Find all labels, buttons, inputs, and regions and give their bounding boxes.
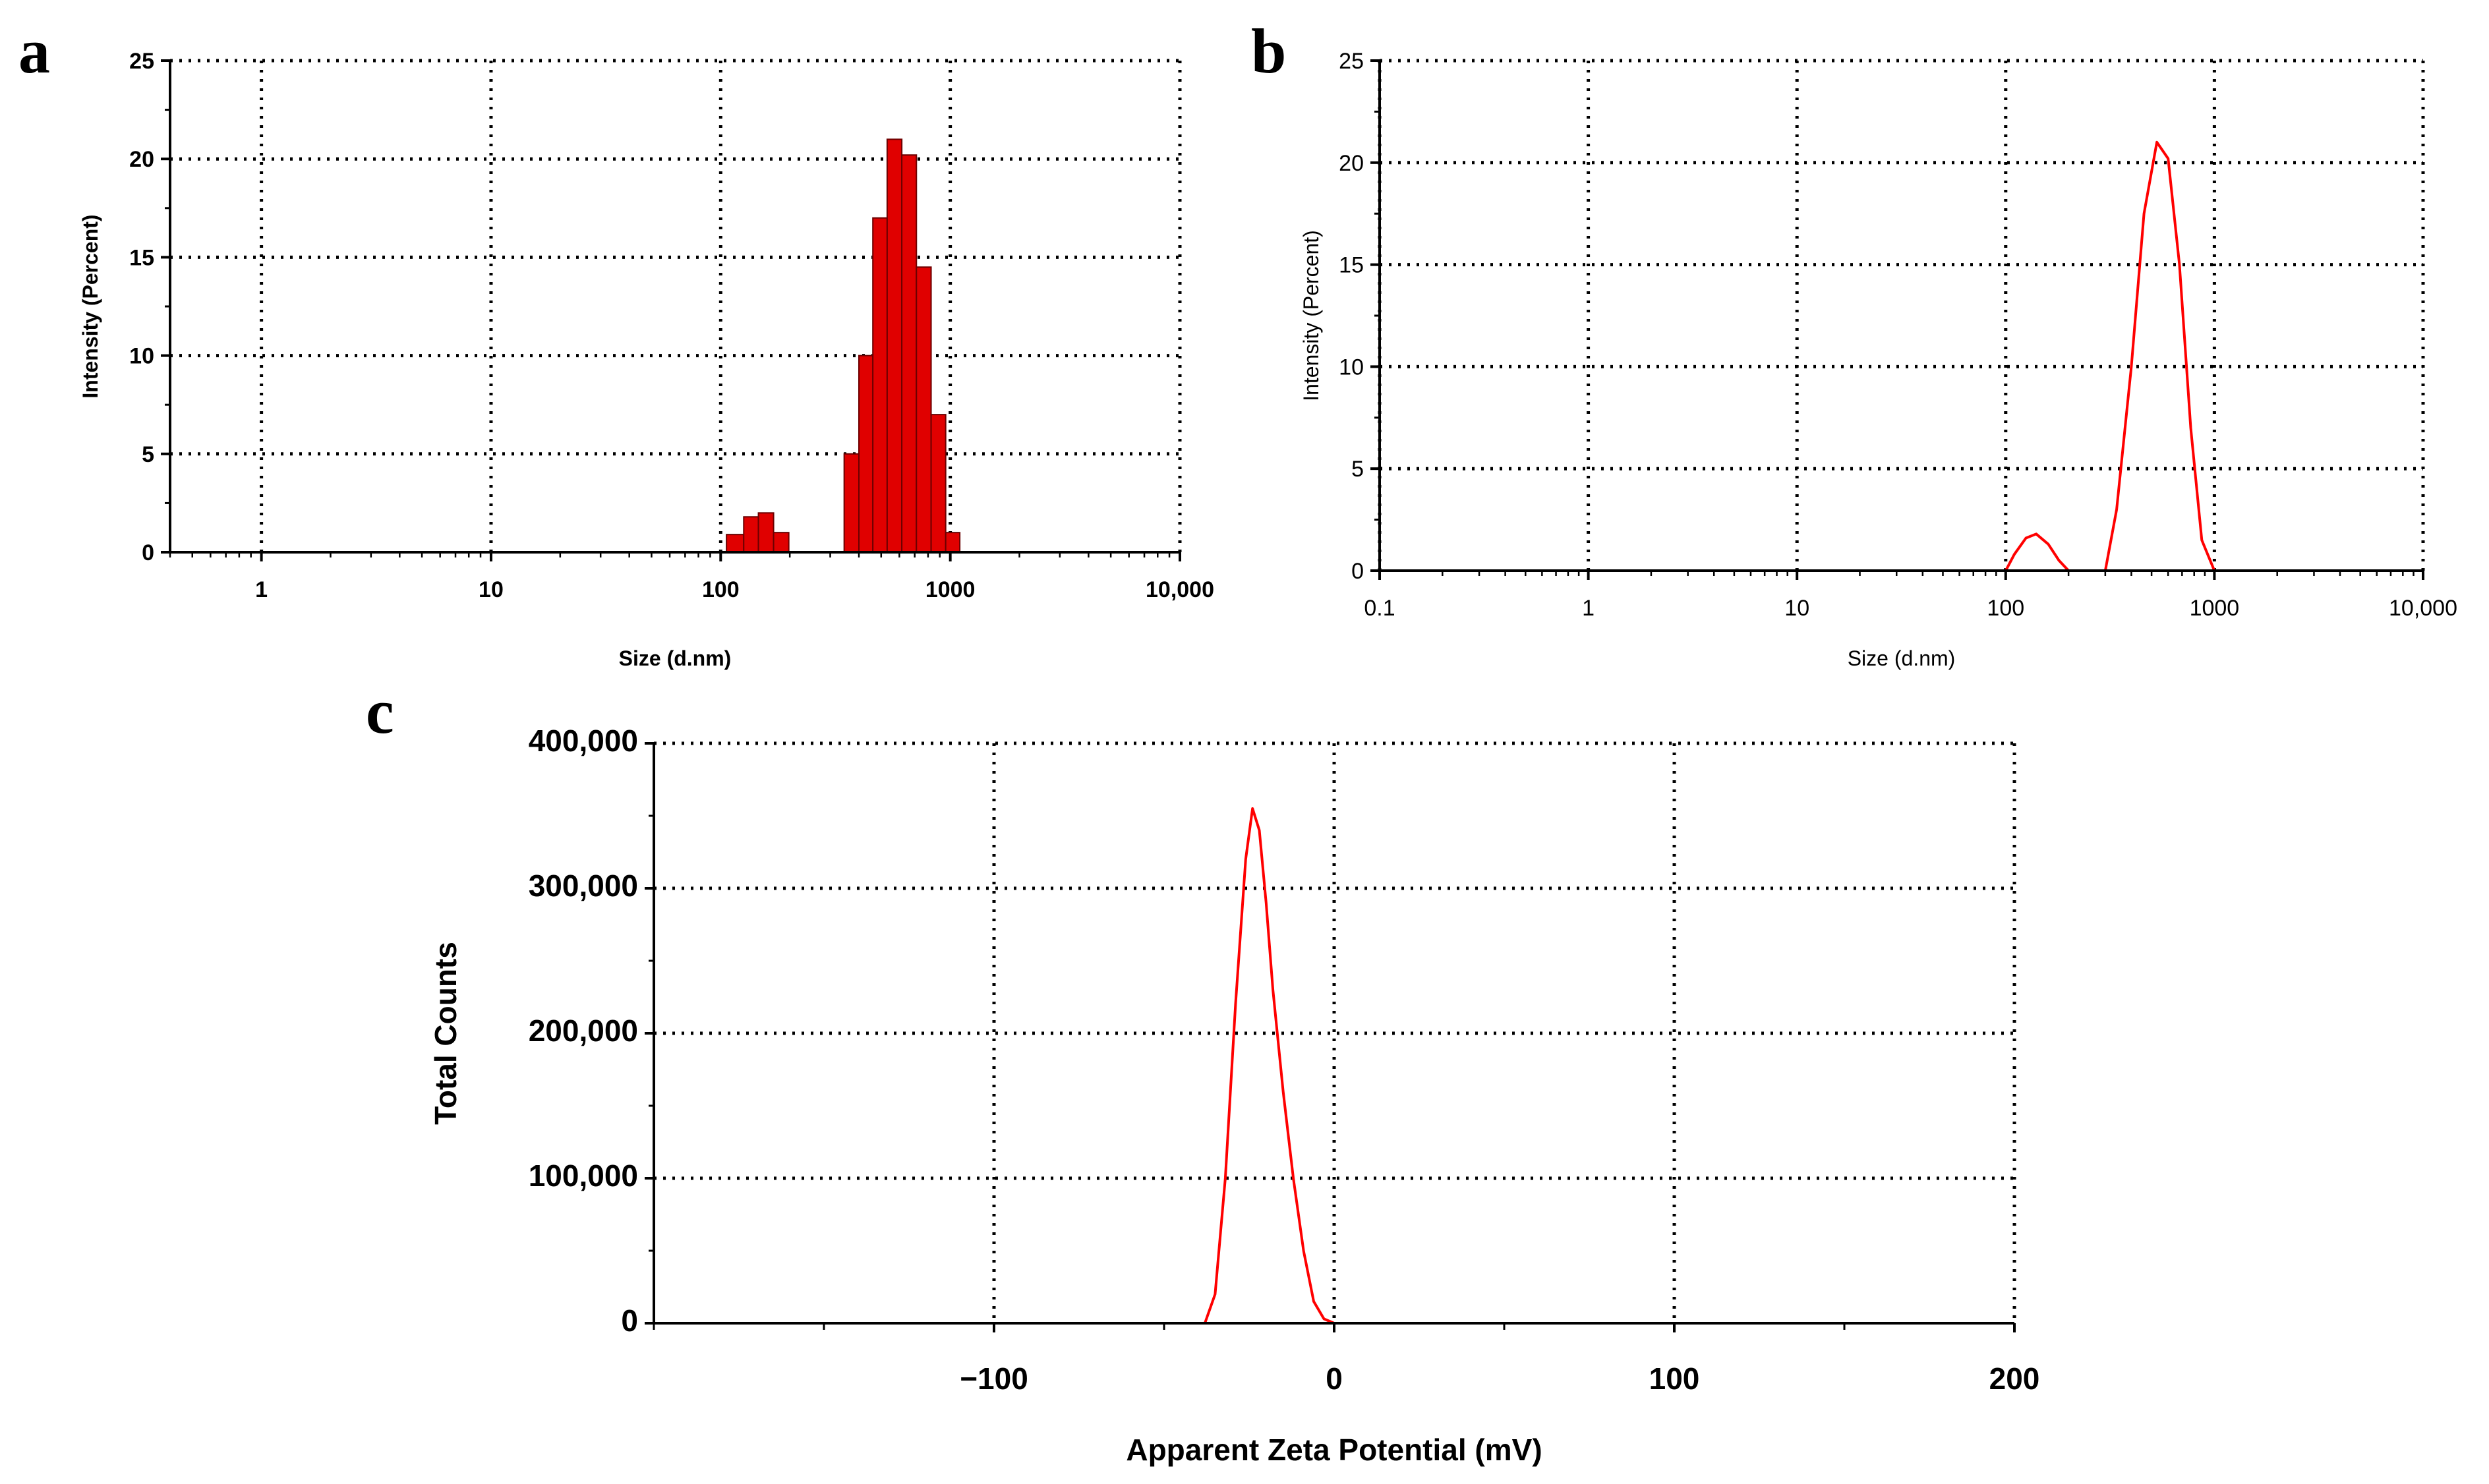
y-tick-label: 20 [129, 147, 154, 172]
x-tick-label: 10 [1784, 596, 1809, 621]
plot-area-b [1505, 140, 2423, 572]
panel-label-a: a [18, 16, 50, 86]
x-tick-label: 100 [1987, 596, 2024, 621]
chart-a: a 0 5 10 15 20 25 1 10 100 1000 10,000 Size (d.nm) In… [18, 16, 1214, 670]
y-tick-label: 10 [129, 344, 154, 369]
x-axis-label-a: Size (d.nm) [619, 646, 732, 670]
panel-label-b: b [1251, 16, 1286, 86]
x-tick-label: 1000 [2190, 596, 2240, 621]
y-tick-label: 25 [129, 49, 154, 74]
y-tick-label: 5 [142, 442, 154, 467]
bar [872, 217, 888, 553]
x-axis-label-c: Apparent Zeta Potential (mV) [1126, 1433, 1542, 1467]
chart-c: c 0 100,000 200,000 300,000 400,000 −100 0 100 20… [366, 676, 2039, 1467]
y-tick-label: 25 [1339, 49, 1364, 74]
gridlines-a [170, 59, 1182, 552]
x-tick-label: 10 [479, 577, 504, 602]
bar [743, 516, 759, 554]
series-line-c [824, 807, 1844, 1325]
x-tick-label: 10,000 [1146, 577, 1214, 602]
plot-area-c [824, 807, 1844, 1325]
plot-area-a [726, 138, 961, 554]
gridlines-c [654, 741, 2016, 1323]
bar [901, 154, 918, 553]
x-tick-label: 0 [1326, 1361, 1343, 1396]
y-tick-label: 0 [142, 540, 154, 565]
bar [916, 266, 932, 553]
gridlines-b [1378, 59, 2425, 571]
x-tick-label: 1 [1582, 596, 1595, 621]
y-tick-label: 400,000 [529, 724, 638, 758]
y-tick-label: 100,000 [529, 1158, 638, 1193]
bar [858, 355, 874, 553]
x-tick-label: 10,000 [2389, 596, 2457, 621]
y-tick-label: 20 [1339, 151, 1364, 176]
bar [773, 532, 790, 553]
y-tick-label: 0 [1351, 559, 1364, 584]
bar [726, 534, 745, 553]
bar [930, 414, 947, 553]
x-tick-label: 1 [255, 577, 268, 602]
y-tick-label: 15 [1339, 253, 1364, 278]
y-tick-label: 300,000 [529, 869, 638, 903]
y-tick-label: 15 [129, 245, 154, 270]
x-tick-label: −100 [960, 1361, 1028, 1396]
y-axis-label-b: Intensity (Percent) [1299, 230, 1323, 401]
bar [886, 138, 903, 554]
bar [843, 453, 860, 553]
x-tick-label: 200 [1989, 1361, 2040, 1396]
y-axis-label-a: Intensity (Percent) [78, 214, 102, 398]
y-axis-label-c: Total Counts [428, 942, 463, 1125]
chart-b: b 0 5 10 15 20 25 0.1 1 10 100 1000 10,000 Size (d.nm… [1251, 16, 2457, 670]
x-tick-label: 0.1 [1364, 596, 1395, 621]
y-tick-label: 10 [1339, 355, 1364, 380]
y-tick-label: 200,000 [529, 1013, 638, 1048]
bar [757, 512, 775, 554]
x-tick-label: 1000 [925, 577, 976, 602]
y-tick-label: 5 [1351, 457, 1364, 482]
x-tick-label: 100 [1649, 1361, 1700, 1396]
y-tick-label: 0 [621, 1303, 638, 1338]
panel-label-c: c [366, 676, 394, 747]
x-tick-label: 100 [702, 577, 740, 602]
x-axis-label-b: Size (d.nm) [1848, 646, 1956, 670]
bar [945, 532, 961, 553]
series-line-b [1505, 140, 2423, 572]
